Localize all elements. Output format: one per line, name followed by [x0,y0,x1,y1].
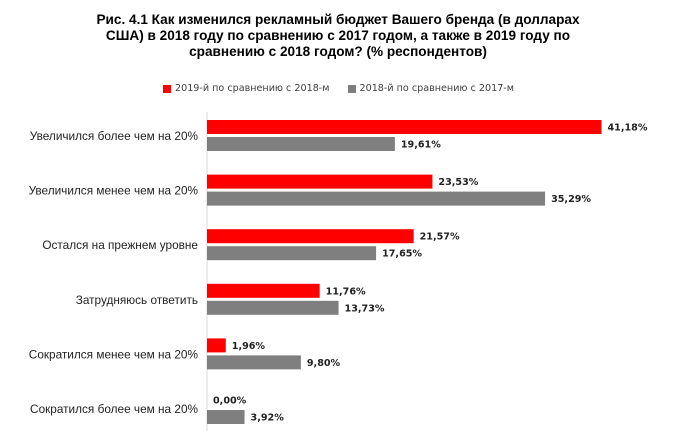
data-label-2018: 3,92% [251,413,285,424]
data-label-2018: 35,29% [551,194,591,205]
bar-2018 [207,137,395,151]
bar-2018 [207,246,377,261]
data-label-2018: 17,65% [382,249,422,260]
legend-label-2018: 2018-й по сравнению с 2017-м [359,83,515,94]
bar-2019 [207,174,433,189]
legend-swatch-2018 [347,84,356,93]
data-label-2019: 21,57% [420,232,460,243]
legend-item-2018: 2018-й по сравнению с 2017-м [347,83,515,94]
legend-label-2019: 2019-й по сравнению с 2018-м [175,83,330,94]
data-label-2018: 19,61% [401,140,441,151]
data-label-2018: 13,73% [345,303,385,314]
category-label: Увеличился менее чем на 20% [29,184,199,198]
bar-2018 [207,410,245,424]
bar-2018 [207,191,546,206]
chart-title-line-2: США) в 2018 году по сравнению с 2017 год… [105,28,571,43]
data-label-2019: 23,53% [438,177,478,188]
legend-swatch-2019 [163,84,171,93]
bar-2018 [207,300,339,315]
category-label: Остался на прежнем уровне [42,238,198,252]
bar-2019 [207,283,320,298]
chart-legend: 2019-й по сравнению с 2018-м 2018-й по с… [0,83,677,94]
bar-2019 [207,338,226,353]
chart-title-line-3: сравнению с 2018 годом? (% респондентов) [189,44,487,59]
data-label-2019: 41,18% [608,123,648,134]
bar-2019 [207,120,602,134]
category-label: Затрудняюсь ответить [76,293,198,307]
chart-title-line-1: Рис. 4.1 Как изменился рекламный бюджет … [96,12,580,27]
data-label-2019: 1,96% [232,341,266,352]
bar-2019 [207,229,414,244]
category-label: Увеличился более чем на 20% [30,129,199,143]
chart-title: Рис. 4.1 Как изменился рекламный бюджет … [88,12,588,60]
category-label: Сократился более чем на 20% [30,402,198,416]
legend-item-2019: 2019-й по сравнению с 2018-м [163,83,330,94]
data-label-2018: 9,80% [307,358,341,369]
category-label: Сократился менее чем на 20% [29,347,199,361]
bar-2018 [207,355,301,370]
data-label-2019: 11,76% [326,286,366,297]
data-label-2019: 0,00% [213,396,247,407]
